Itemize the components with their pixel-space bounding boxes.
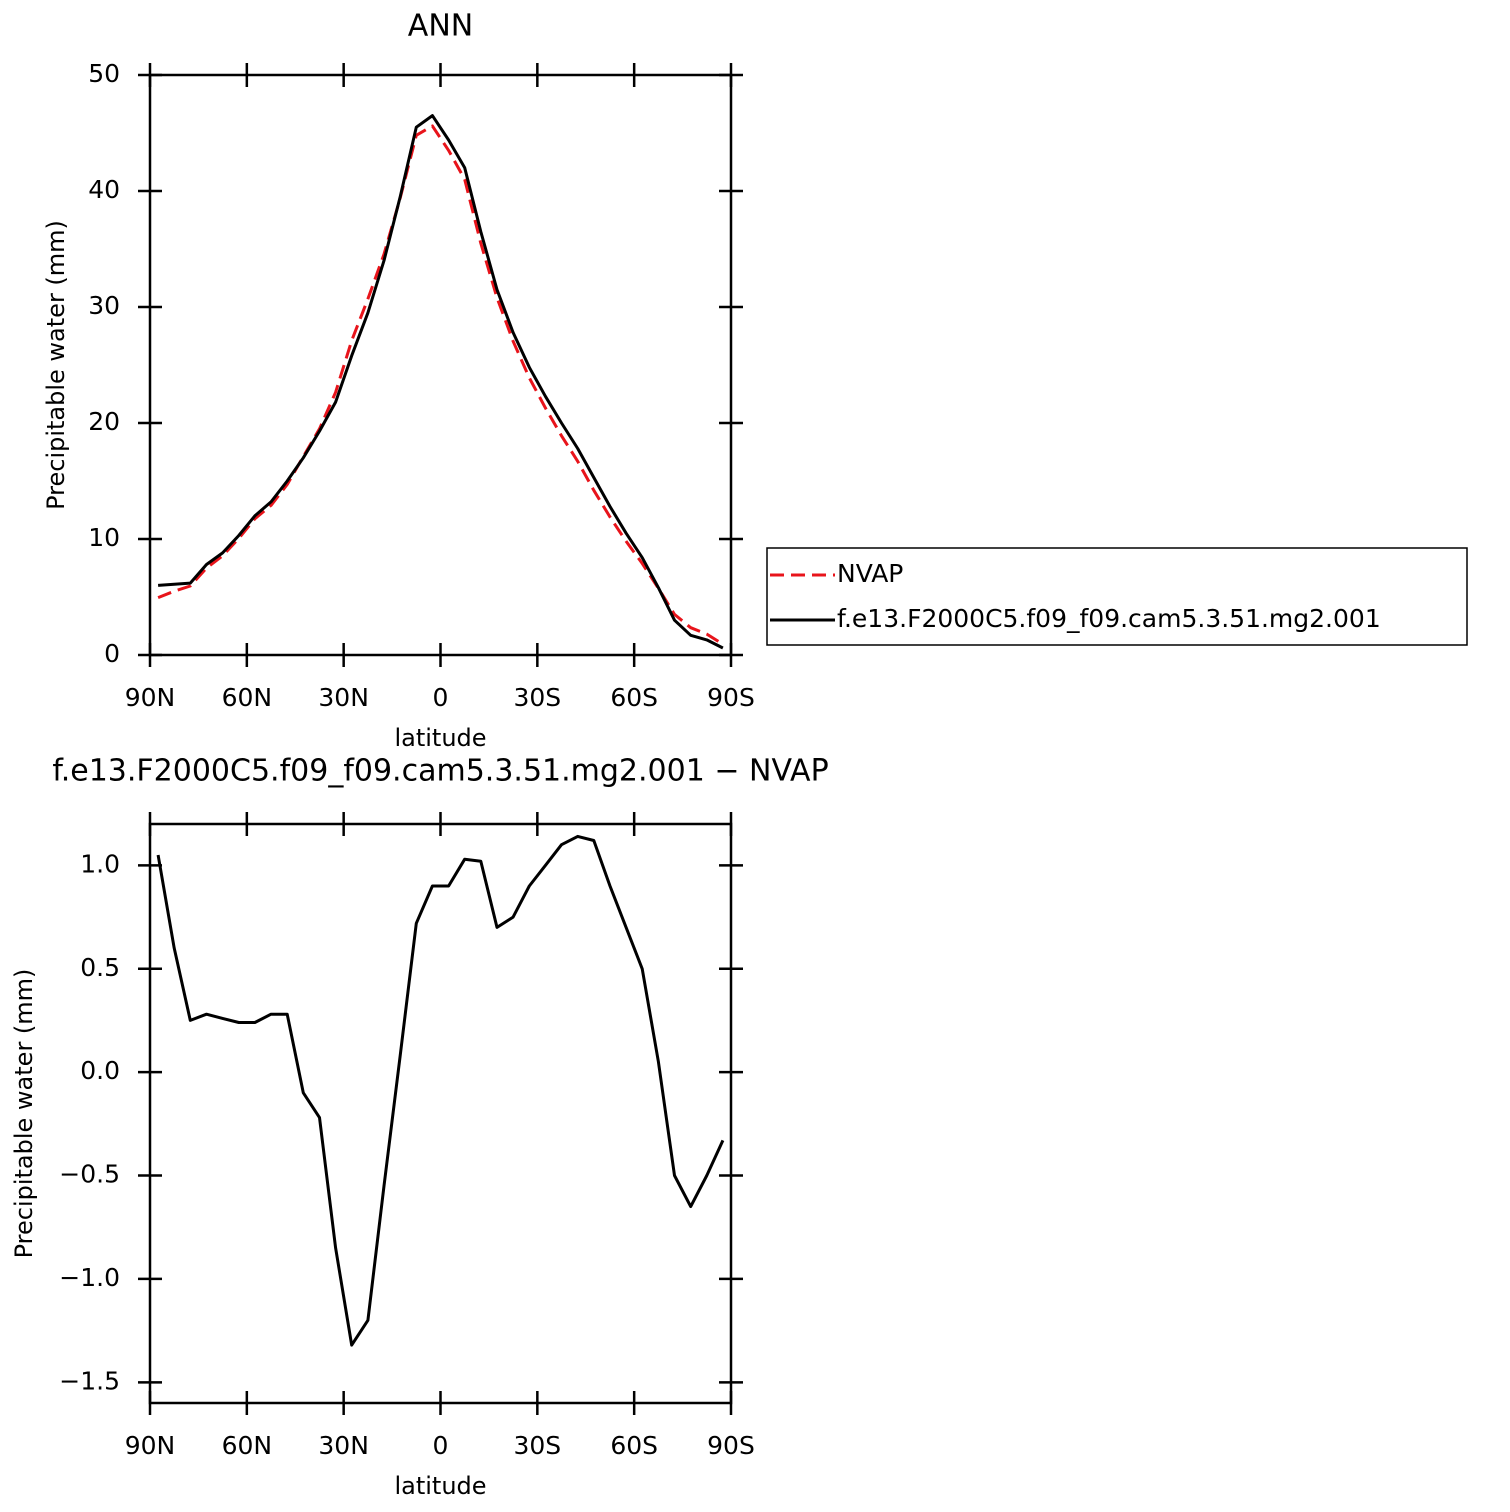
x-axis-label: latitude [394,724,486,752]
plot-frame [148,822,733,1405]
legend-label: f.e13.F2000C5.f09_f09.cam5.3.51.mg2.001 [837,604,1381,633]
x-tick-label: 30N [318,683,369,712]
y-tick-label: −1.5 [59,1366,120,1395]
chart-title: f.e13.F2000C5.f09_f09.cam5.3.51.mg2.001 … [52,754,828,789]
x-tick-label: 0 [433,1431,449,1460]
data-line [157,124,724,646]
y-tick-label: −1.0 [59,1263,120,1292]
x-tick-label: 30N [318,1431,369,1460]
y-tick-label: 0 [104,639,120,668]
y-axis-label: Precipitable water (mm) [42,220,70,510]
x-tick-label: 60S [610,1431,658,1460]
y-tick-label: 40 [88,175,120,204]
data-line [157,114,724,650]
x-tick-label: 60N [222,1431,273,1460]
chart-title: ANN [408,9,473,44]
x-tick-label: 60N [222,683,273,712]
y-tick-label: −0.5 [59,1160,120,1189]
y-tick-label: 50 [88,59,120,88]
x-tick-label: 90S [707,683,755,712]
y-tick-label: 10 [88,523,120,552]
x-tick-label: 90S [707,1431,755,1460]
legend-label: NVAP [837,559,903,588]
y-axis-label: Precipitable water (mm) [10,969,38,1259]
x-tick-label: 90N [125,683,176,712]
x-tick-label: 30S [513,1431,561,1460]
x-tick-label: 30S [513,683,561,712]
x-tick-label: 0 [433,683,449,712]
y-tick-label: 1.0 [80,849,120,878]
x-tick-label: 90N [125,1431,176,1460]
legend-box [766,547,1468,646]
x-axis-label: latitude [394,1472,486,1500]
y-tick-label: 30 [88,291,120,320]
y-tick-label: 0.0 [80,1056,120,1085]
y-tick-label: 20 [88,407,120,436]
data-line [156,834,725,1347]
plot-frame [148,73,733,657]
y-tick-label: 0.5 [80,953,120,982]
x-tick-label: 60S [610,683,658,712]
